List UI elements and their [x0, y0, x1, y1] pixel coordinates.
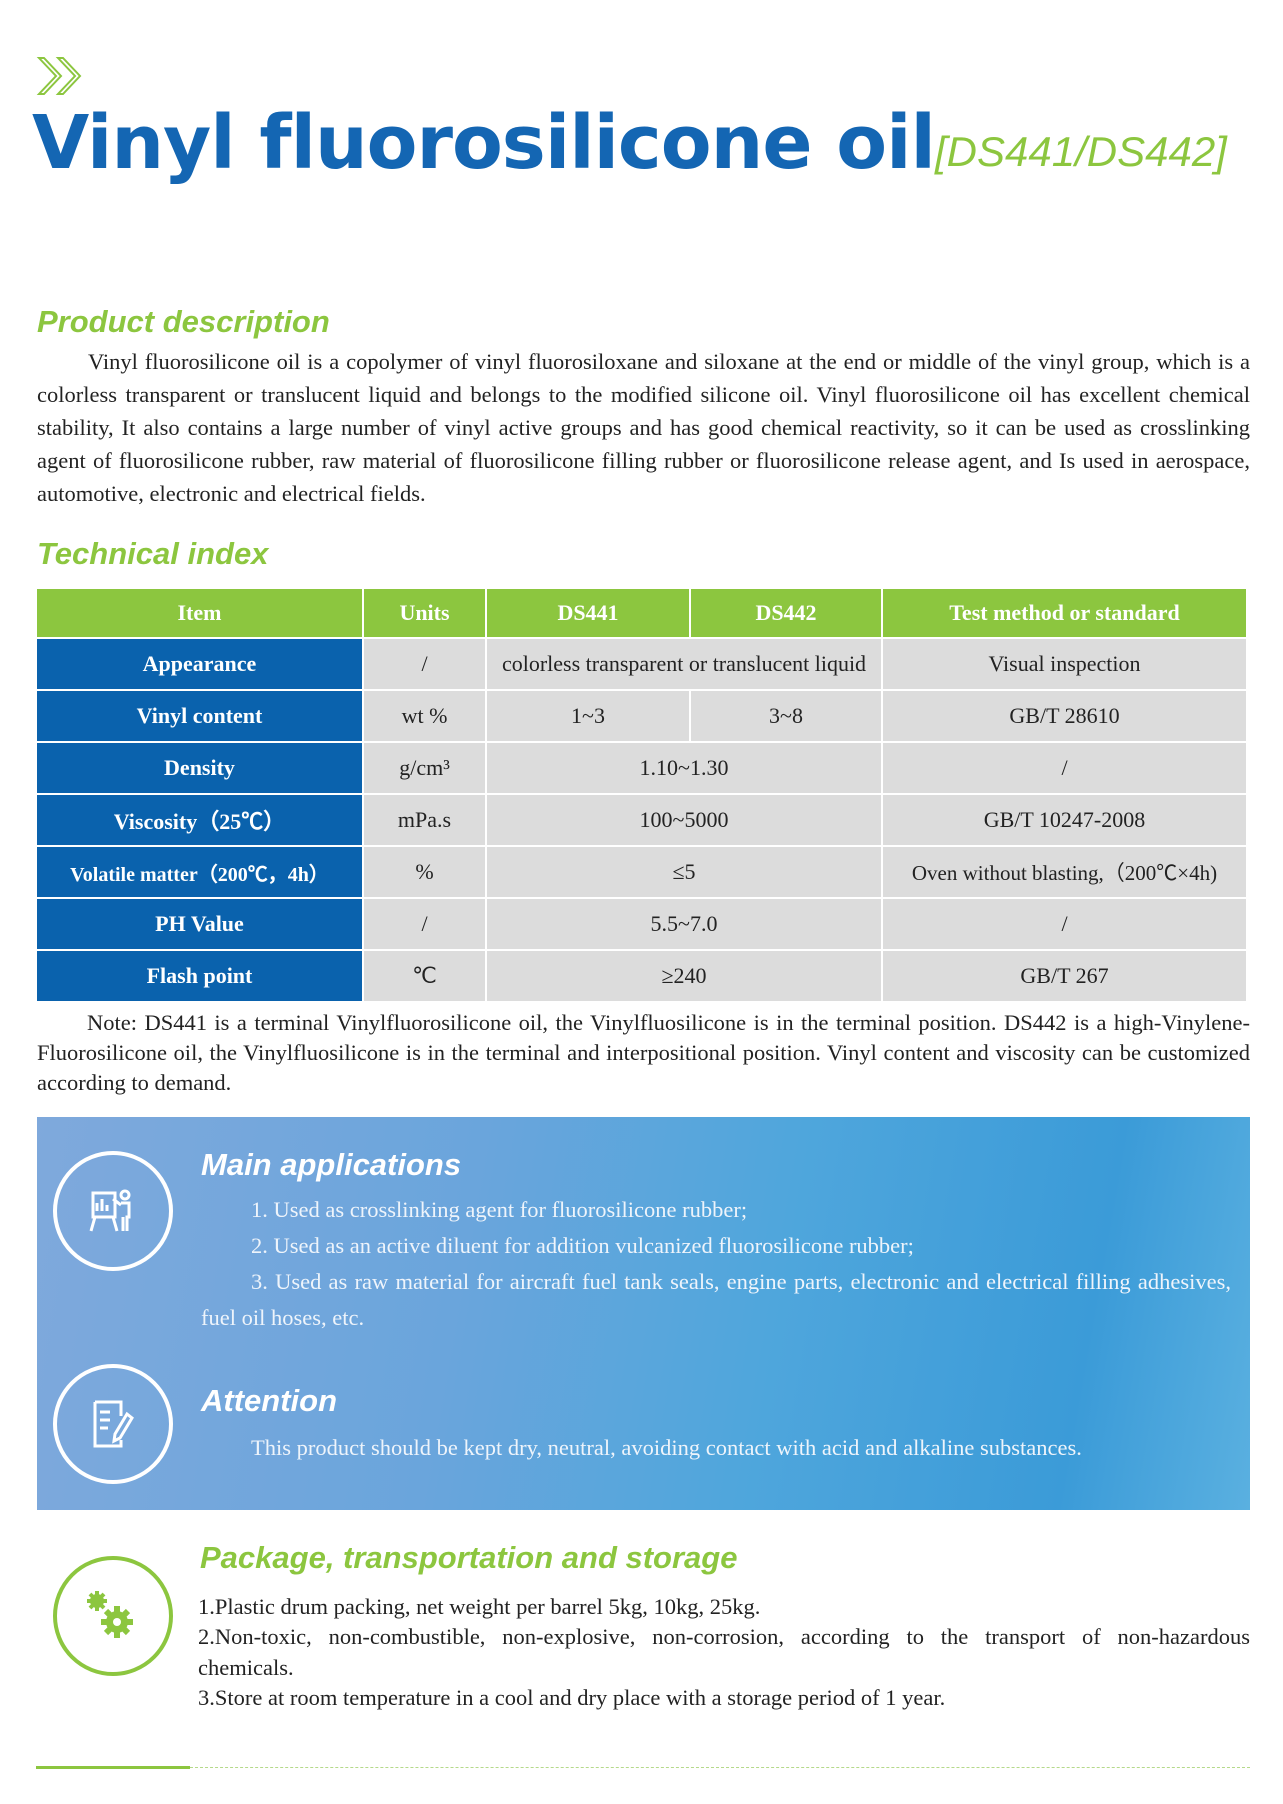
- package-item: 2.Non-toxic, non-combustible, non-explos…: [198, 1624, 1250, 1680]
- cell: 100~5000: [487, 795, 881, 845]
- table-header: Item Units DS441 DS442 Test method or st…: [37, 589, 1246, 637]
- application-item: 3. Used as raw material for aircraft fue…: [201, 1269, 1231, 1330]
- cell: %: [364, 847, 485, 897]
- cell: wt %: [364, 691, 485, 741]
- cell: GB/T 10247-2008: [883, 795, 1246, 845]
- table-row: PH Value/5.5~7.0/: [37, 899, 1246, 949]
- row-label: Density: [37, 743, 362, 793]
- package-item: 3.Store at room temperature in a cool an…: [198, 1685, 946, 1710]
- cell: 1.10~1.30: [487, 743, 881, 793]
- cell: 5.5~7.0: [487, 899, 881, 949]
- application-item: 2. Used as an active diluent for additio…: [251, 1233, 914, 1258]
- row-label: Volatile matter（200℃，4h）: [37, 847, 362, 897]
- col-ds442: DS442: [691, 589, 881, 637]
- application-item: 1. Used as crosslinking agent for fluoro…: [251, 1197, 748, 1222]
- presentation-icon: [53, 1151, 173, 1271]
- cell: ≤5: [487, 847, 881, 897]
- page-title: Vinyl fluorosilicone oil: [32, 100, 936, 186]
- row-label: Vinyl content: [37, 691, 362, 741]
- table-row: Flash point ℃ ≥240 GB/T 267: [37, 951, 1246, 1001]
- col-units: Units: [364, 589, 485, 637]
- cell: /: [883, 743, 1246, 793]
- cell: ≥240: [487, 951, 881, 1001]
- package-heading: Package, transportation and storage: [200, 1540, 738, 1575]
- row-label: Appearance: [37, 639, 362, 689]
- cell: Oven without blasting,（200℃×4h): [883, 847, 1246, 897]
- cell: mPa.s: [364, 795, 485, 845]
- description-heading: Product description: [37, 304, 330, 339]
- table-row: Viscosity（25℃） mPa.s 100~5000 GB/T 10247-20…: [37, 795, 1246, 845]
- cell: /: [364, 899, 485, 949]
- cell: colorless transparent or translucent liq…: [487, 639, 881, 689]
- col-ds441: DS441: [487, 589, 689, 637]
- double-chevron-icon: [36, 57, 82, 95]
- table-row: Vinyl content wt % 1~3 3~8 GB/T 28610: [37, 691, 1246, 741]
- cell: /: [364, 639, 485, 689]
- cell: /: [883, 899, 1246, 949]
- cell: 1~3: [487, 691, 689, 741]
- technical-heading: Technical index: [37, 536, 269, 571]
- package-item: 1.Plastic drum packing, net weight per b…: [198, 1594, 761, 1619]
- table-row: Density g/cm³ 1.10~1.30/: [37, 743, 1246, 793]
- applications-panel: Main applications 1. Used as crosslinkin…: [37, 1117, 1250, 1510]
- table-row: Appearance / colorless transparent or tran…: [37, 639, 1246, 689]
- cell: 3~8: [691, 691, 881, 741]
- attention-text: This product should be kept dry, neutral…: [251, 1435, 1082, 1460]
- footer-divider-dashed: [190, 1767, 1250, 1768]
- table-row: Volatile matter（200℃，4h）% ≤5 Oven without …: [37, 847, 1246, 897]
- col-method: Test method or standard: [883, 589, 1246, 637]
- row-label: Flash point: [37, 951, 362, 1001]
- footer-divider-solid: [36, 1766, 190, 1769]
- col-item: Item: [37, 589, 362, 637]
- document-edit-icon: [53, 1364, 173, 1484]
- cell: ℃: [364, 951, 485, 1001]
- description-text: Vinyl fluorosilicone oil is a copolymer …: [37, 349, 1250, 506]
- cell: GB/T 267: [883, 951, 1246, 1001]
- row-label: PH Value: [37, 899, 362, 949]
- cell: GB/T 28610: [883, 691, 1246, 741]
- cell: g/cm³: [364, 743, 485, 793]
- applications-heading: Main applications: [201, 1147, 462, 1182]
- cell: Visual inspection: [883, 639, 1246, 689]
- product-code: [DS441/DS442]: [935, 128, 1227, 175]
- gears-icon: [53, 1556, 173, 1676]
- table-note: Note: DS441 is a terminal Vinylfluorosil…: [37, 1010, 1250, 1095]
- technical-table: Item Units DS441 DS442 Test method or st…: [35, 587, 1248, 1003]
- row-label: Viscosity（25℃）: [37, 795, 362, 845]
- attention-heading: Attention: [201, 1383, 338, 1418]
